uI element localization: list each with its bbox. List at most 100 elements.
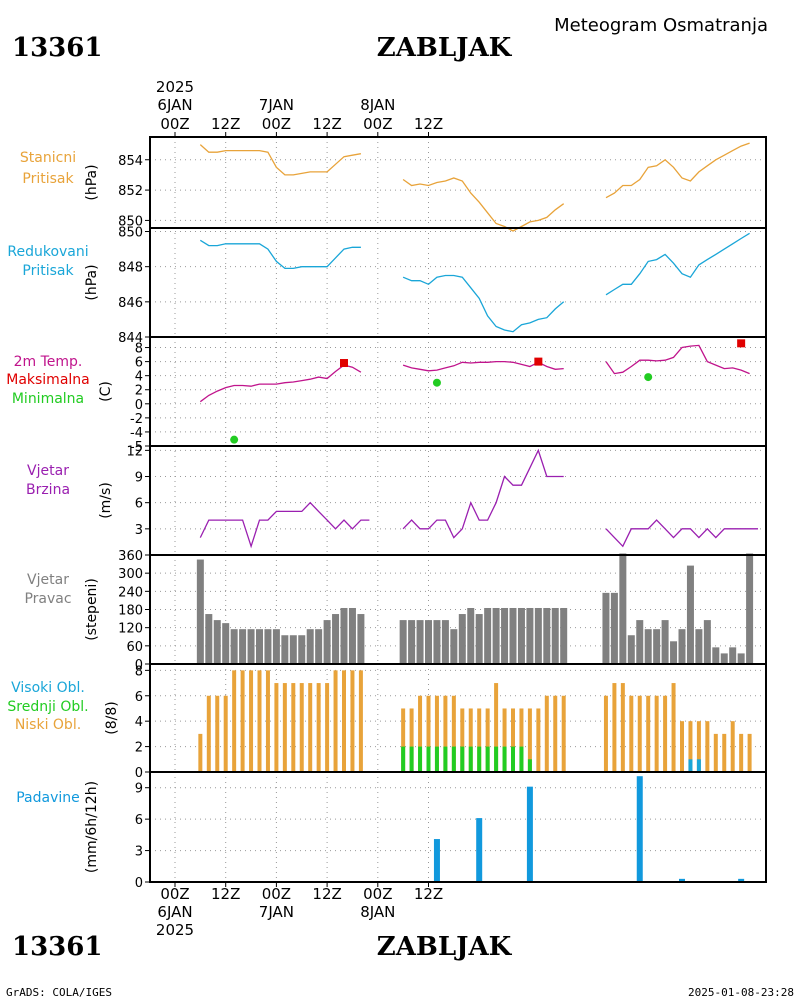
y-tick-label: 6 [135,813,143,828]
series-line [199,239,361,270]
series-bar [333,670,338,772]
series-bar [705,721,710,772]
panel-label: Stanicni [20,150,76,166]
series-bar [720,653,728,664]
series-bar [646,695,651,772]
series-bar [289,635,297,664]
series-bar [282,683,287,772]
series-bar [712,647,720,664]
series-bar [653,629,661,664]
y-tick-label: 2 [135,741,143,756]
series-bar [695,629,703,664]
date-label: 8JAN [360,96,395,114]
series-bar [256,629,263,664]
series-bar [679,878,685,882]
station-name-bottom: ZABLJAK [377,932,513,962]
series-bar [536,708,541,772]
series-bar [316,683,321,772]
panel-frame [149,445,767,556]
series-bar [409,746,414,772]
series-bar [418,746,423,772]
time-tick-label: 00Z [160,115,189,133]
time-tick-label: 00Z [363,885,392,903]
series-line [402,274,565,333]
y-tick-label: 8 [135,664,143,679]
series-bar [511,746,515,772]
series-bar [281,635,289,664]
series-bar [730,721,735,772]
panel-clouds: 0 2 4 6 8 (8/8) Visoki Obl. Srednji Obl. Niski O… [7,663,767,781]
series-bar [509,607,517,664]
time-tick-label: 12Z [211,885,240,903]
series-bar [348,607,356,664]
panel-label: Visoki Obl. [11,680,85,696]
series-bar [475,614,483,664]
time-tick-label: 12Z [312,115,341,133]
series-bar [561,695,566,772]
series-bar [223,695,228,772]
credit-text: GrADS: COLA/IGES [6,986,112,999]
min-marker [230,435,239,444]
max-marker [737,339,746,348]
time-tick-label: 12Z [312,885,341,903]
series-bar [315,629,323,664]
series-bar [477,708,482,772]
series-bar [213,620,221,664]
series-line [199,144,362,176]
year-label: 2025 [156,78,194,96]
series-bar [247,629,255,664]
series-bar [629,695,634,772]
y-tick-label: 4 [135,370,143,385]
time-tick-label: 12Z [414,885,443,903]
y-tick-label: 9 [135,782,143,797]
series-bar [560,607,568,664]
y-tick-label: 12 [126,444,143,459]
series-bar [526,607,534,664]
series-bar [746,553,754,664]
series-bar [299,683,304,772]
series-bar [543,607,551,664]
series-bar [739,733,744,772]
series-bar [663,695,668,772]
series-bar [426,695,431,772]
series-bar [747,733,752,772]
series-bar [240,670,245,772]
panel-label: Redukovani [7,244,88,260]
series-bar [340,607,348,664]
series-bar [688,759,693,772]
y-tick-label: -5 [130,440,143,455]
panel-label: Maksimalna [6,372,90,388]
series-bar [603,695,608,772]
time-tick-label: 00Z [160,885,189,903]
unit-label: (C) [98,381,114,402]
series-bar [637,695,642,772]
series-line [199,501,370,549]
series-bar [494,683,499,772]
series-bar [399,620,407,664]
series-bar [494,746,499,772]
series-bar [688,721,693,772]
y-tick-label: -2 [130,412,143,427]
panel-label: Padavine [16,790,80,806]
series-bar [215,695,220,772]
time-tick-label: 00Z [363,115,392,133]
series-bar [502,708,507,772]
y-tick-label: 846 [118,296,143,311]
series-line [402,177,565,232]
y-tick-label: -4 [130,426,143,441]
series-bar [323,620,331,664]
series-bar [325,683,330,772]
series-bar [501,607,509,664]
date-label: 7JAN [259,96,294,114]
series-line [605,344,750,375]
panel-label: 2m Temp. [14,354,83,370]
station-id-bottom: 13361 [12,932,102,962]
series-bar [264,629,272,664]
panel-station-pressure: 850 852 854 (hPa) Stanicni Pritisak [20,136,767,232]
series-bar [232,670,237,772]
y-tick-label: 180 [118,604,143,619]
panel-label: Brzina [26,482,70,498]
time-tick-label: 12Z [414,115,443,133]
panel-label: Srednji Obl. [7,699,88,715]
